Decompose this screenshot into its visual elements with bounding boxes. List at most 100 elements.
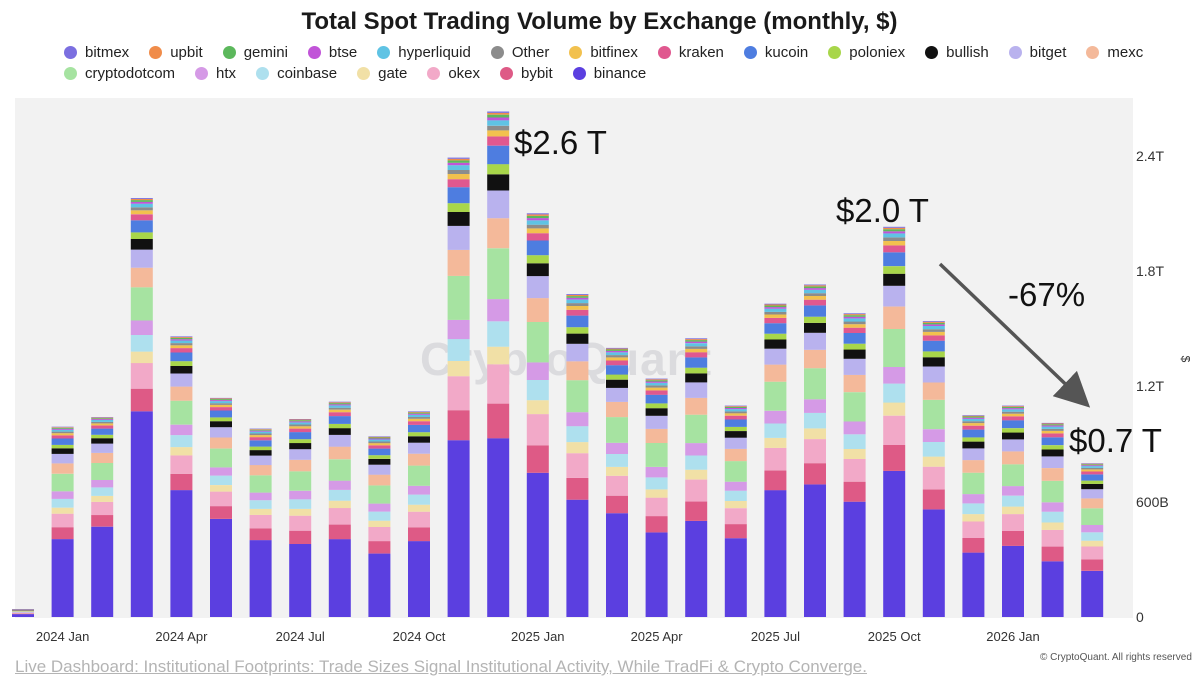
bar-segment-gate [606,466,628,476]
bar-segment-bybit [289,530,312,544]
bar-segment-poloniex [606,374,628,380]
bar-segment-mexc [210,437,232,449]
bar-segment-htx [487,299,510,322]
bar-segment-bitfinex [606,357,628,361]
legend-item-bybit[interactable]: bybit [500,65,553,82]
bar-segment-kraken [289,428,312,433]
bar-segment-bitfinex [249,435,272,438]
bar-segment-binance [487,438,510,617]
legend-label: binance [593,65,647,82]
bar-segment-bullish [487,174,510,191]
bar-segment-other [51,431,74,434]
bar-segment-kucoin [447,187,470,204]
bar-segment-gate [130,351,153,364]
bar-segment-bitmex [883,226,906,228]
legend-item-gemini[interactable]: gemini [222,44,288,61]
legend-label: coinbase [277,65,338,82]
bar-segment-bitfinex [685,348,708,353]
bar-segment-gate [487,346,510,365]
bar-segment-other [685,346,708,349]
bar-segment-cryptodotcom [12,611,34,612]
bar-segment-hyperliquid [91,420,114,422]
bar-segment-kraken [724,415,747,420]
legend-item-okex[interactable]: okex [427,65,480,82]
bar-segment-mexc [1041,468,1064,481]
legend-item-btse[interactable]: btse [307,44,358,61]
x-tick-label: 2024 Jan [35,629,90,644]
bar-segment-upbit [526,214,549,216]
bar-segment-bitmex [170,336,193,338]
bar-segment-gemini [487,114,510,118]
bar-segment-kraken [170,348,193,353]
bar-segment-kucoin [606,365,628,375]
bar-segment-htx [724,481,747,491]
bar-segment-cryptodotcom [962,472,985,495]
bar-segment-coinbase [645,477,668,490]
bar-segment-hyperliquid [408,414,430,417]
bar-segment-btse [724,408,747,410]
bar-segment-gemini [249,429,272,431]
bar-segment-kucoin [526,240,549,256]
bar-segment-other [368,441,391,444]
dashboard-link[interactable]: Live Dashboard: Institutional Footprints… [15,657,867,676]
bar-segment-binance [249,540,272,617]
annotation-decline: -67% [1008,276,1086,313]
legend-item-kucoin[interactable]: kucoin [743,44,808,61]
legend-item-binance[interactable]: binance [572,65,647,82]
legend-item-coinbase[interactable]: coinbase [256,65,337,82]
bar-segment-cryptodotcom [606,417,628,443]
legend-item-bitfinex[interactable]: bitfinex [569,44,638,61]
legend-item-mexc[interactable]: mexc [1086,44,1143,61]
bar-segment-bitget [130,249,153,268]
bar-segment-gemini [764,305,787,308]
legend-label: btse [328,44,358,61]
legend-item-poloniex[interactable]: poloniex [828,44,905,61]
copyright-credit: © CryptoQuant. All rights reserved [1040,652,1192,663]
bar-segment-btse [368,438,391,440]
legend-item-other[interactable]: Other [490,44,549,61]
x-tick-label: 2025 Apr [630,629,683,644]
legend-item-htx[interactable]: htx [195,65,236,82]
bar-segment-kraken [1081,471,1104,475]
bar-segment-bitfinex [566,306,589,310]
bar-segment-hyperliquid [249,431,272,434]
y-tick-label: 1.2T [1136,378,1165,395]
bar-segment-gate [566,442,589,454]
bar-segment-binance [1002,545,1024,617]
legend-label: bitget [1029,44,1067,61]
legend-item-upbit[interactable]: upbit [149,44,203,61]
bar-segment-gate [764,437,787,448]
bar-segment-upbit [170,337,193,338]
legend-item-bitmex[interactable]: bitmex [64,44,129,61]
bar-segment-bitget [249,455,272,466]
bar-segment-bitfinex [328,409,351,413]
legend-swatch [925,46,939,59]
legend-item-hyperliquid[interactable]: hyperliquid [377,44,471,61]
bar-segment-hyperliquid [804,289,826,294]
legend-item-cryptodotcom[interactable]: cryptodotcom [64,65,175,82]
bar-segment-coinbase [1041,511,1064,523]
bar-segment-bullish [51,448,74,454]
bar-segment-kraken [368,445,391,449]
legend-item-bitget[interactable]: bitget [1008,44,1067,61]
bar-segment-coinbase [764,423,787,438]
bar-segment-upbit [487,112,510,115]
bar-segment-btse [210,400,232,402]
bar-segment-poloniex [408,432,430,437]
bar-segment-bitget [645,415,668,429]
bar-segment-binance [606,513,628,617]
bar-segment-gemini [91,418,114,420]
bar-segment-cryptodotcom [764,381,787,411]
bar-segment-okex [249,514,272,529]
bar-segment-cryptodotcom [210,448,232,468]
legend-item-kraken[interactable]: kraken [657,44,724,61]
bar-segment-btse [487,117,510,121]
bar-segment-other [91,421,114,424]
legend-item-gate[interactable]: gate [357,65,407,82]
bar-segment-okex [1081,546,1104,560]
bar-segment-poloniex [526,255,549,264]
bar-segment-okex [289,515,312,531]
legend-item-bullish[interactable]: bullish [925,44,989,61]
bar-segment-upbit [408,411,430,413]
bar-segment-bullish [566,333,589,344]
